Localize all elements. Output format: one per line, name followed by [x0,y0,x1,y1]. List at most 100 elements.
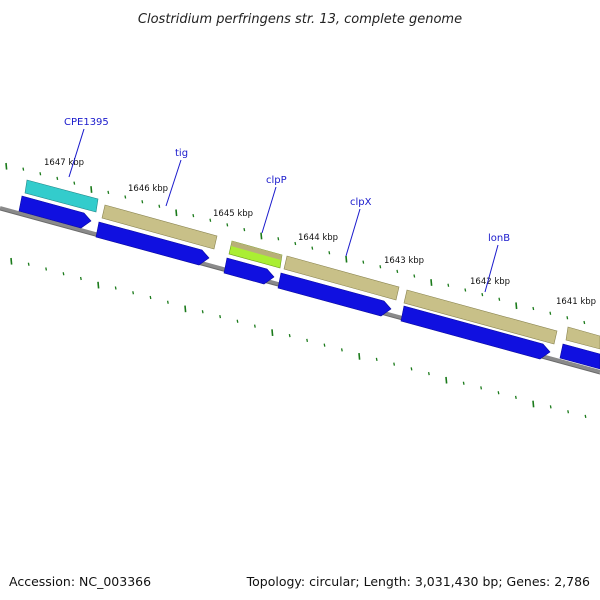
minor-tick [410,367,413,371]
minor-tick [532,306,535,311]
leader-line [484,244,499,293]
major-tick [5,162,8,170]
major-tick [271,329,274,336]
minor-tick [413,274,416,278]
minor-tick [480,386,483,390]
kbp-label: 1647 kbp [44,158,84,168]
major-tick [260,232,263,240]
kbp-label: 1646 kbp [128,184,168,194]
minor-tick [236,319,239,323]
cds-arrow-clpx[interactable] [277,272,392,317]
minor-tick [73,181,76,185]
major-tick [345,255,348,263]
minor-tick [311,246,314,250]
cds-arrow-next[interactable] [559,343,600,370]
major-tick [532,400,535,408]
minor-tick [393,362,396,366]
minor-tick [219,314,222,319]
minor-tick [379,265,382,269]
gene-bar-cpe1395[interactable] [24,179,99,213]
minor-tick [132,291,135,295]
minor-tick [497,391,500,395]
gene-label-lonb[interactable]: lonB [488,233,510,244]
minor-tick [201,310,204,314]
minor-tick [107,190,110,195]
gene-label-clpx[interactable]: clpX [350,197,372,208]
minor-tick [514,395,517,400]
gene-label-clpp[interactable]: clpP [266,175,287,186]
gene-bar-clpx[interactable] [283,255,400,301]
minor-tick [277,237,280,241]
minor-tick [462,381,465,385]
minor-tick [226,223,229,227]
major-tick [90,186,93,193]
genome-summary-text: Topology: circular; Length: 3,031,430 bp… [246,574,590,589]
minor-tick [158,204,161,208]
leader-line [68,128,85,178]
minor-tick [124,195,127,199]
cds-arrow-tig[interactable] [95,221,210,266]
gene-track [24,179,600,350]
minor-tick [323,343,326,347]
minor-tick [427,371,430,376]
minor-tick [27,262,30,266]
minor-tick [56,176,59,181]
gene-label-cpe1395[interactable]: CPE1395 [64,117,109,128]
minor-tick [243,227,246,232]
minor-tick [114,286,117,290]
kbp-label: 1644 kbp [298,233,338,243]
major-tick [430,279,433,286]
gene-label-tig[interactable]: tig [175,148,188,159]
kbp-label: 1641 kbp [556,297,596,307]
major-tick [175,209,178,217]
minor-tick [362,260,365,264]
gene-bar-lonb[interactable] [403,289,558,345]
minor-tick [141,200,144,204]
major-tick [97,281,100,289]
cds-arrow-cpe1395[interactable] [18,195,92,229]
minor-tick [447,283,450,287]
minor-tick [584,414,587,419]
minor-tick [396,269,399,274]
kbp-labels: 1647 kbp 1646 kbp 1645 kbp 1644 kbp 1643… [44,158,596,307]
minor-tick [567,410,570,414]
minor-tick [375,357,378,362]
minor-tick [481,292,484,297]
leader-line [261,186,277,234]
minor-tick [209,218,212,222]
gene-bar-tig[interactable] [101,204,218,250]
minor-tick [192,213,195,218]
minor-tick [294,241,297,246]
genome-title: Clostridium perfringens str. 13, complet… [138,12,462,27]
cds-track [18,195,600,370]
major-tick [10,257,13,265]
major-tick [515,302,518,310]
minor-tick [22,167,25,171]
minor-tick [464,288,467,292]
minor-tick [549,405,552,409]
major-tick [445,376,448,384]
minor-tick [340,348,343,352]
gene-bar-clpp-overlap [231,241,282,260]
accession-text: Accession: NC_003366 [9,574,151,589]
minor-tick [498,297,501,301]
gene-bar-next[interactable] [565,326,600,350]
gene-labels: CPE1395 tig clpP clpX lonB [64,117,510,293]
cds-arrow-lonb[interactable] [400,305,551,360]
minor-tick [79,276,82,281]
kbp-label: 1645 kbp [213,209,253,219]
minor-tick [45,267,48,271]
minor-tick [328,251,331,255]
minor-tick [288,333,291,338]
minor-tick [583,320,586,325]
kbp-label: 1642 kbp [470,277,510,287]
minor-tick [166,300,169,304]
major-tick [358,353,361,360]
cds-arrow-clpp[interactable] [223,257,275,285]
minor-tick [149,295,152,300]
outer-tick-row [5,162,586,325]
major-tick [184,305,187,313]
inner-tick-row [10,257,587,419]
minor-tick [62,272,65,276]
